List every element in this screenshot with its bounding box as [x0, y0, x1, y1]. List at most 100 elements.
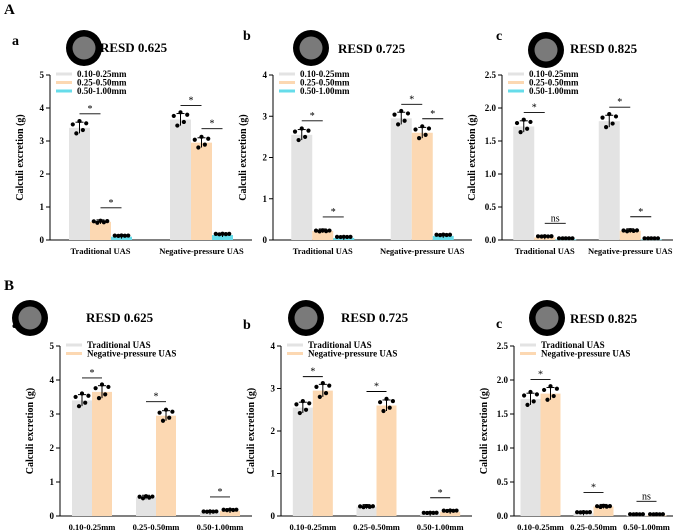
data-point: [96, 396, 102, 401]
bar: [356, 506, 377, 516]
data-point: [378, 400, 383, 405]
data-point: [103, 392, 108, 397]
data-point: [292, 129, 298, 134]
data-point: [539, 234, 544, 239]
data-point: [101, 220, 106, 225]
y-tick-label: 1: [271, 469, 276, 479]
data-point: [112, 233, 117, 238]
section-label-b: B: [4, 278, 14, 294]
data-point: [431, 510, 436, 515]
legend-label: 0.25-0.50mm: [77, 78, 127, 88]
data-point: [317, 229, 322, 234]
bar: [92, 391, 112, 516]
data-point: [348, 234, 353, 239]
legend-label: 0.10-0.25mm: [77, 69, 127, 79]
x-tick-label: Negative-pressure UAS: [159, 246, 244, 256]
data-point: [181, 119, 186, 125]
data-point: [534, 392, 540, 397]
data-point: [234, 507, 239, 512]
data-point: [116, 233, 121, 238]
y-tick-label: 1.5: [497, 409, 509, 419]
data-point: [334, 234, 340, 239]
significance-label: *: [109, 198, 114, 209]
data-point: [587, 510, 593, 515]
significance-label: *: [591, 482, 596, 493]
bar: [90, 221, 111, 240]
data-point: [185, 112, 190, 117]
data-point: [425, 510, 430, 516]
y-axis-label: Calculi excretion (g): [238, 114, 249, 200]
y-tick-label: 2.5: [497, 341, 509, 351]
significance-label: *: [409, 94, 414, 105]
significance-label: *: [331, 207, 336, 218]
legend-label: Negative-pressure UAS: [308, 349, 397, 359]
data-point: [384, 396, 389, 401]
data-point: [167, 415, 172, 420]
data-point: [358, 504, 363, 509]
data-point: [324, 229, 329, 234]
bar: [312, 390, 333, 516]
chart-panel-A-c: c RESD 0.825 0.0 0.5 1.0 1.5 2.0 2.5 Calculi exc…: [467, 29, 673, 256]
data-point: [140, 496, 146, 501]
data-point: [405, 111, 411, 116]
legend-label: 0.50-1.00mm: [529, 86, 579, 96]
data-point: [223, 232, 228, 237]
panels: a RESD 0.625 0 1 2 3 4 5 Calculi excretion (g) * *…: [12, 29, 673, 532]
legend-label: 0.25-0.50mm: [300, 78, 350, 88]
data-point: [296, 137, 301, 143]
x-tick-label: 0.25-0.50mm: [353, 522, 400, 532]
data-point: [567, 236, 572, 241]
bar: [440, 511, 461, 516]
data-point: [74, 131, 79, 136]
legend-label: 0.25-0.50mm: [529, 78, 579, 88]
stone-inner-icon: [535, 306, 559, 330]
data-point: [206, 136, 211, 141]
significance-label: *: [90, 368, 95, 379]
bar: [170, 119, 191, 240]
significance-label: *: [430, 109, 435, 120]
data-point: [143, 494, 149, 499]
data-point: [303, 134, 308, 140]
data-point: [364, 503, 369, 509]
y-tick-label: 0.5: [485, 202, 497, 212]
significance-label: ns: [551, 213, 560, 224]
legend-label: 0.10-0.25mm: [300, 69, 350, 79]
data-point: [220, 231, 225, 236]
data-point: [294, 402, 299, 407]
y-tick-label: 2.5: [485, 70, 497, 80]
data-point: [227, 507, 233, 512]
data-point: [192, 137, 197, 142]
data-point: [657, 512, 662, 517]
data-point: [528, 389, 533, 395]
data-point: [595, 504, 600, 509]
x-tick-label: Traditional UAS: [293, 246, 353, 256]
stone-inner-icon: [72, 36, 96, 60]
y-tick-label: 4: [50, 375, 55, 385]
significance-label: *: [88, 104, 93, 115]
data-point: [642, 236, 647, 241]
data-point: [413, 127, 418, 132]
data-point: [80, 127, 85, 133]
data-point: [549, 234, 554, 239]
data-point: [631, 512, 636, 517]
legend-label: Traditional UAS: [541, 340, 605, 350]
y-tick-label: 0.0: [485, 235, 497, 245]
data-point: [518, 130, 523, 135]
y-tick-label: 3: [40, 136, 45, 146]
data-point: [70, 122, 75, 127]
x-tick-label: Negative-pressure UAS: [380, 246, 465, 256]
bar: [411, 132, 433, 240]
y-tick-label: 3: [263, 111, 268, 121]
x-tick-label: 0.10-0.25mm: [69, 522, 116, 532]
bar: [312, 230, 334, 240]
chart-panel-B-c: c RESD 0.825 0.0 0.5 1.0 1.5 2.0 2.5 Calculi exc…: [479, 300, 673, 532]
panel-letter: b: [243, 29, 251, 44]
data-point: [196, 145, 201, 150]
y-tick-label: 2: [263, 153, 268, 163]
data-point: [570, 236, 575, 241]
data-point: [581, 509, 586, 515]
data-point: [454, 508, 459, 513]
data-point: [387, 405, 392, 410]
data-point: [535, 234, 541, 239]
